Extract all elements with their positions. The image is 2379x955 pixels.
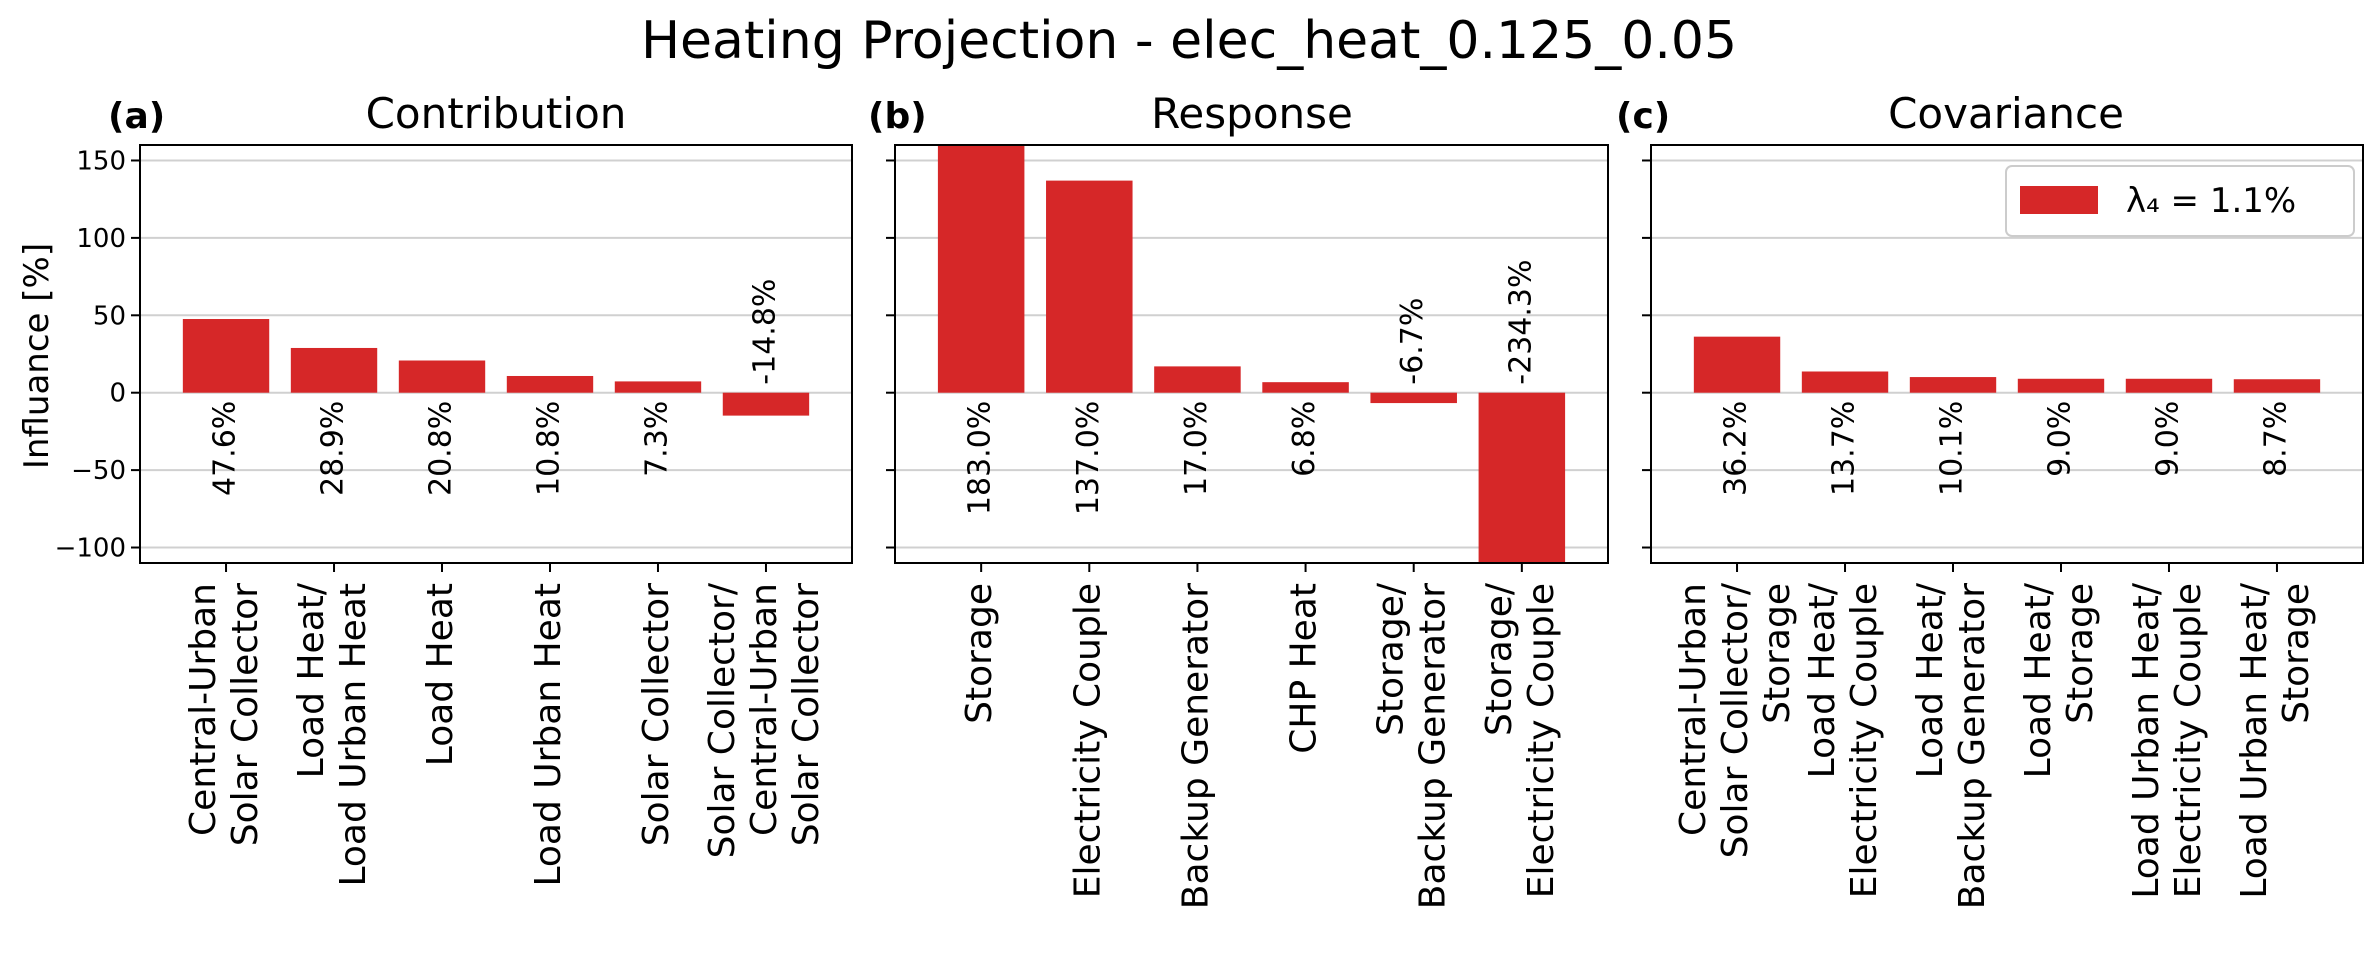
bar [937, 145, 1025, 393]
y-tick-label: −100 [55, 534, 126, 564]
x-tick-label: CHP Heat [1284, 583, 1325, 754]
panel-contribution: (a) Contribution Influance [%] 150 100 50 0… [17, 89, 853, 887]
x-tick-label: Load Urban Heat/ [2126, 582, 2167, 899]
x-tick-label: Backup Generator [1952, 583, 1993, 909]
x-tick-label: Storage [959, 583, 1000, 724]
x-tick-label: Storage [2276, 583, 2317, 724]
x-tick-label: Storage [1757, 583, 1798, 724]
x-tick-label: Central-Urban [183, 583, 224, 836]
panel-response: (b) Response 183.0% 137.0% 17.0% 6.8% -6.7% -… [868, 89, 1609, 909]
bar [1909, 377, 1997, 393]
y-tick-label: −50 [71, 456, 126, 486]
x-tick-label: Central-Urban [744, 583, 785, 836]
axes-frame [894, 144, 1609, 564]
axes-frame [139, 144, 853, 564]
panel-covariance: (c) Covariance 36.2% 13.7% 10.1% 9.0% 9.0% 8.… [1616, 89, 2364, 909]
x-tick-label: Storage/ [1479, 582, 1520, 736]
x-tick-label: Electricity Couple [2168, 583, 2209, 898]
value-label: 13.7% [1827, 401, 1862, 496]
x-tick-label: Load Urban Heat [333, 583, 374, 887]
y-tick-label: 50 [93, 301, 126, 331]
legend: λ₄ = 1.1% [2005, 165, 2355, 237]
panel-letter-a: (a) [108, 96, 165, 137]
bar [1478, 392, 1566, 563]
value-label: 47.6% [208, 401, 243, 496]
value-label: 10.8% [531, 401, 566, 496]
value-label: 137.0% [1071, 401, 1106, 515]
x-tick-label: Solar Collector [636, 583, 677, 846]
bar [1262, 382, 1349, 393]
y-tick-label: 0 [109, 379, 126, 409]
bar [1154, 366, 1241, 393]
bar [1046, 180, 1133, 393]
bar [398, 360, 486, 393]
value-label: 20.8% [424, 401, 459, 496]
x-tick-label: Backup Generator [1413, 583, 1454, 909]
value-label: 6.8% [1287, 401, 1322, 477]
x-tick-label: Load Heat/ [1910, 582, 1951, 778]
bar [182, 319, 270, 393]
bars [182, 319, 810, 416]
panel-title-response: Response [1151, 89, 1353, 138]
bars [1693, 336, 2321, 393]
panel-letter-b: (b) [868, 96, 927, 137]
value-label: 9.0% [2042, 401, 2077, 477]
legend-swatch [2020, 186, 2098, 214]
bar [1801, 371, 1889, 393]
legend-label: λ₄ = 1.1% [2126, 181, 2296, 221]
y-tick-label: 150 [76, 146, 126, 176]
value-label: -14.8% [747, 279, 782, 385]
x-tick-label: Solar Collector [225, 583, 266, 846]
bar [1370, 392, 1457, 404]
bar [290, 347, 378, 393]
value-label: 183.0% [963, 401, 998, 515]
x-tick-label: Load Urban Heat/ [2234, 582, 2275, 899]
panel-title-contribution: Contribution [366, 89, 627, 138]
x-tick-label: Central-Urban [1673, 583, 1714, 836]
bar [1693, 336, 1781, 393]
bar [2125, 378, 2213, 393]
bar [506, 375, 594, 393]
y-tick-label: 100 [76, 224, 126, 254]
value-label: 17.0% [1179, 401, 1214, 496]
bar [2233, 379, 2321, 393]
x-tick-label: Load Heat/ [1802, 582, 1843, 778]
value-label: 36.2% [1719, 401, 1754, 496]
value-label: 10.1% [1935, 401, 1970, 496]
panel-letter-c: (c) [1616, 96, 1670, 137]
bar [722, 392, 810, 416]
x-tick-label: Storage [2060, 583, 2101, 724]
figure-title: Heating Projection - elec_heat_0.125_0.0… [641, 11, 1737, 71]
value-label: 8.7% [2258, 401, 2293, 477]
value-label: -6.7% [1395, 298, 1430, 385]
x-tick-label: Load Heat [420, 583, 461, 766]
x-tick-label: Solar Collector/ [702, 582, 743, 858]
value-label: -234.3% [1503, 259, 1538, 384]
x-tick-label: Backup Generator [1175, 583, 1216, 909]
bars [937, 145, 1566, 563]
x-tick-label: Load Heat/ [2018, 582, 2059, 778]
x-tick-label: Electricity Couple [1067, 583, 1108, 898]
value-label: 7.3% [639, 401, 674, 477]
x-tick-label: Electricity Couple [1521, 583, 1562, 898]
x-tick-label: Load Urban Heat [528, 583, 569, 887]
value-label: 28.9% [316, 401, 351, 496]
value-label: 9.0% [2150, 401, 2185, 477]
y-axis-label: Influance [%] [17, 243, 57, 469]
x-tick-label: Solar Collector/ [1715, 582, 1756, 858]
bar [614, 381, 702, 393]
bar [2017, 378, 2105, 393]
panel-title-covariance: Covariance [1888, 89, 2124, 138]
x-tick-label: Load Heat/ [291, 582, 332, 778]
x-tick-label: Storage/ [1371, 582, 1412, 736]
axes-frame [1650, 144, 2364, 564]
x-tick-label: Electricity Couple [1844, 583, 1885, 898]
x-tick-label: Solar Collector [786, 583, 827, 846]
legend-frame [2005, 165, 2355, 237]
